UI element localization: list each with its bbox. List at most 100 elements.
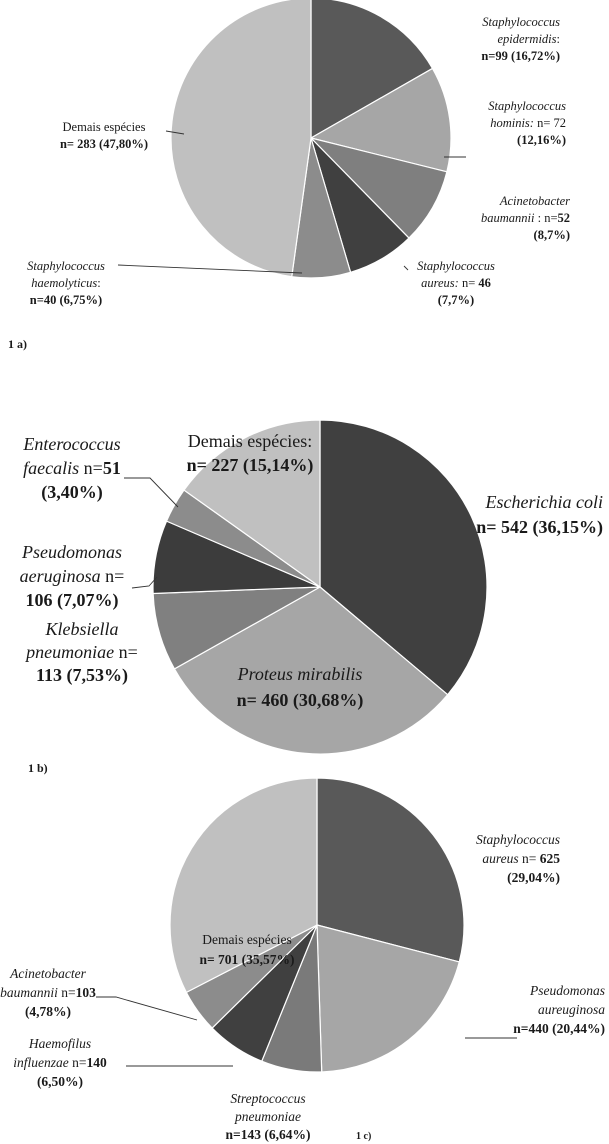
label-text-run: n= bbox=[58, 985, 76, 1000]
label-text-run: baumannii bbox=[481, 211, 535, 225]
pie-slice: Demais espécies: 701 (35,57%) bbox=[169, 777, 318, 994]
label-text-run: faecalis bbox=[23, 458, 79, 478]
slice-label-line: (4,78%) bbox=[25, 1004, 71, 1019]
label-text-run: Staphylococcus bbox=[27, 259, 105, 273]
pie-slice: Staphylococcus aureus: 625 (29,04%) bbox=[316, 777, 465, 963]
pie-slice: Staphylococcus epidermidis: 99 (16,72%) bbox=[310, 0, 434, 140]
slice-label-line: aureuginosa bbox=[538, 1002, 605, 1017]
label-text-run: n= bbox=[101, 566, 125, 586]
label-text-run: Staphylococcus bbox=[417, 259, 495, 273]
leader-line bbox=[117, 264, 303, 274]
label-text-run: : bbox=[97, 276, 100, 290]
label-text-run: Staphylococcus bbox=[476, 832, 560, 847]
label-text-run: haemolyticus bbox=[31, 276, 97, 290]
pie-slice: Proteus mirabilis: 460 (30,68%) bbox=[173, 586, 449, 755]
slice-label-line: (29,04%) bbox=[507, 870, 560, 885]
slice-label-line: Pseudomonas bbox=[21, 542, 122, 562]
slice-label-line: faecalis n=51 bbox=[23, 458, 121, 478]
label-text-run: 51 bbox=[103, 458, 121, 478]
label-text-run: n= 542 (36,15%) bbox=[476, 517, 603, 538]
slice-label-line: Haemofilus bbox=[28, 1036, 91, 1051]
leader-line bbox=[131, 576, 158, 589]
slice-label-line: aeruginosa n= bbox=[20, 566, 125, 586]
label-text-run: Pseudomonas bbox=[529, 983, 605, 998]
panel-label: 1 b) bbox=[28, 761, 48, 775]
slice-label-line: (12,16%) bbox=[517, 133, 566, 147]
label-text-run: n=99 (16,72%) bbox=[481, 49, 560, 63]
label-text-run: Staphylococcus bbox=[482, 15, 560, 29]
label-text-run: 625 bbox=[540, 851, 561, 866]
pie-slice: Demais espécies: 283 (47,80%) bbox=[170, 0, 312, 278]
slice-label-line: Demais espécies bbox=[202, 932, 292, 947]
slice-label-line: Staphylococcus bbox=[488, 99, 566, 113]
slice-label-line: n= 701 (35,57%) bbox=[199, 952, 294, 967]
label-text-run: n= 283 (47,80%) bbox=[60, 137, 148, 151]
slice-label-line: Staphylococcus bbox=[417, 259, 495, 273]
slice-label-line: influenzae n=140 bbox=[13, 1055, 107, 1070]
slice-label-line: Acinetobacter bbox=[499, 194, 570, 208]
label-text-run: n= bbox=[519, 851, 540, 866]
leader-line bbox=[165, 130, 185, 135]
slice-label-line: Demais espécies: bbox=[188, 431, 312, 451]
slice-label-line: epidermidis: bbox=[497, 32, 560, 46]
slice-label-line: (7,7%) bbox=[438, 293, 474, 307]
label-text-run: aeruginosa bbox=[20, 566, 101, 586]
slice-label-line: aureus n= 625 bbox=[482, 851, 560, 866]
slice-label-line: Staphylococcus bbox=[476, 832, 560, 847]
slice-label-line: haemolyticus: bbox=[31, 276, 100, 290]
label-text-run: Klebsiella bbox=[45, 619, 119, 639]
label-text-run: Enterococcus bbox=[22, 434, 120, 454]
label-text-run: epidermidis bbox=[497, 32, 556, 46]
label-text-run: Acinetobacter bbox=[9, 966, 86, 981]
label-text-run: n=143 (6,64%) bbox=[226, 1127, 311, 1142]
slice-label-line: (6,50%) bbox=[37, 1074, 83, 1089]
label-text-run: Acinetobacter bbox=[499, 194, 570, 208]
slice-label-line: baumannii n=103 bbox=[0, 985, 96, 1000]
label-text-run: (7,7%) bbox=[438, 293, 474, 307]
slice-label-line: n= 227 (15,14%) bbox=[187, 455, 314, 476]
slice-label-line: pneumoniae n= bbox=[24, 642, 138, 662]
label-text-run: n=440 (20,44%) bbox=[513, 1021, 605, 1036]
slice-label-line: 113 (7,53%) bbox=[36, 665, 128, 686]
label-text-run: Haemofilus bbox=[28, 1036, 91, 1051]
slice-label-line: Escherichia coli bbox=[485, 492, 603, 512]
slice-label-line: hominis: n= 72 bbox=[490, 116, 566, 130]
label-text-run: 52 bbox=[558, 211, 571, 225]
slice-label-line: n=40 (6,75%) bbox=[30, 293, 102, 307]
pie-chart-3: Staphylococcus aureus: 625 (29,04%) Pseud… bbox=[0, 777, 605, 1142]
label-text-run: (12,16%) bbox=[517, 133, 566, 147]
label-text-run: 140 bbox=[87, 1055, 108, 1070]
label-text-run: aureus: bbox=[421, 276, 459, 290]
label-text-run: (29,04%) bbox=[507, 870, 560, 885]
slice-label-line: Demais espécies bbox=[63, 120, 146, 134]
label-text-run: pneumoniae bbox=[24, 642, 114, 662]
label-text-run: Demais espécies bbox=[63, 120, 146, 134]
label-text-run: : n= bbox=[534, 211, 557, 225]
slice-label-line: Staphylococcus bbox=[482, 15, 560, 29]
label-text-run: aureus bbox=[482, 851, 518, 866]
pie-slice: Escherichia coli: 542 (36,15%) bbox=[319, 419, 488, 696]
pie-slice: Demais espécies: 227 (15,14%) bbox=[183, 419, 321, 589]
label-text-run: (3,40%) bbox=[41, 482, 103, 503]
slice-label-line: 106 (7,07%) bbox=[26, 590, 119, 611]
panel-label: 1 c) bbox=[356, 1131, 371, 1142]
slice-label-line: Staphylococcus bbox=[27, 259, 105, 273]
slice-label-line: n=440 (20,44%) bbox=[513, 1021, 605, 1036]
slice-label-line: pneumoniae bbox=[234, 1109, 301, 1124]
label-text-run: Escherichia coli bbox=[485, 492, 603, 512]
label-text-run: 46 bbox=[478, 276, 491, 290]
slice-label-line: Acinetobacter bbox=[9, 966, 86, 981]
label-text-run: Demais espécies bbox=[202, 932, 292, 947]
label-text-run: n= bbox=[114, 642, 138, 662]
label-text-run: n= bbox=[459, 276, 479, 290]
label-text-run: (4,78%) bbox=[25, 1004, 71, 1019]
label-text-run: n= 227 (15,14%) bbox=[187, 455, 314, 476]
label-text-run: (6,50%) bbox=[37, 1074, 83, 1089]
label-text-run: n= bbox=[79, 458, 103, 478]
label-text-run: 103 bbox=[76, 985, 97, 1000]
pie-slice: Staphylococcus hominis: 72 (12,16%) bbox=[309, 67, 452, 173]
slice-label-line: Streptococcus bbox=[230, 1091, 305, 1106]
label-text-run: Demais espécies: bbox=[188, 431, 312, 451]
label-text-run: 113 (7,53%) bbox=[36, 665, 128, 686]
label-text-run: (8,7%) bbox=[534, 228, 570, 242]
